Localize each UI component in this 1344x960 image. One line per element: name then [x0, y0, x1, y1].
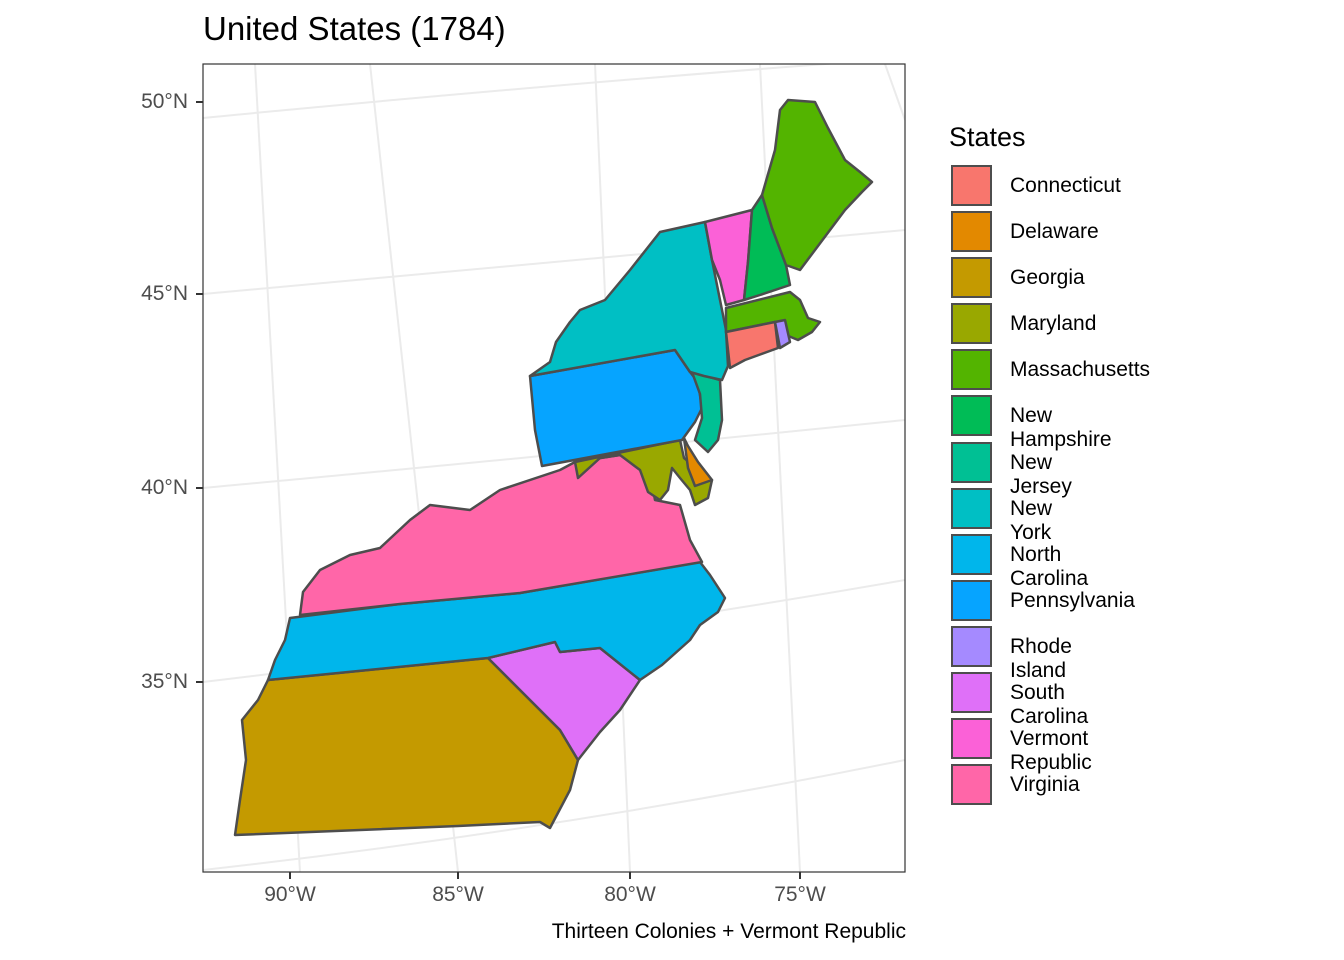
legend-item: New Hampshire — [949, 395, 1112, 451]
legend-label: Maryland — [1010, 312, 1097, 336]
legend-title: States — [949, 122, 1026, 152]
legend: States Connecticut Delaware Georgia Marylan… — [949, 122, 1150, 810]
legend-item: New York — [949, 487, 1052, 544]
legend-key — [951, 487, 992, 529]
latitude-label: 35°N — [141, 670, 188, 693]
legend-item: New Jersey — [949, 441, 1072, 498]
legend-label: South Carolina — [1010, 681, 1089, 729]
legend-key — [951, 441, 992, 483]
legend-key — [951, 211, 992, 253]
state-delaware[interactable] — [682, 436, 714, 488]
legend-key — [951, 533, 992, 575]
legend-label: North Carolina — [1010, 542, 1089, 590]
axis-ticks — [196, 101, 801, 879]
legend-key — [951, 303, 992, 345]
state-rhode-island[interactable] — [773, 318, 792, 350]
legend-key — [951, 579, 992, 621]
legend-item: North Carolina — [949, 533, 1088, 590]
longitude-label: 80°W — [604, 883, 656, 906]
legend-label: Virginia — [1010, 773, 1080, 797]
longitude-label: 90°W — [264, 883, 316, 906]
legend-key — [951, 395, 992, 437]
legend-key — [951, 672, 992, 714]
legend-item: Connecticut — [949, 165, 1121, 211]
legend-label: Massachusetts — [1010, 358, 1151, 382]
legend-label: Delaware — [1010, 220, 1099, 244]
legend-item: Massachusetts — [949, 349, 1150, 395]
legend-label: Connecticut — [1010, 174, 1121, 197]
legend-item: Georgia — [949, 257, 1085, 303]
legend-label: New Jersey — [1010, 450, 1072, 498]
legend-label: Rhode Island — [1010, 634, 1072, 682]
legend-item: Rhode Island — [949, 625, 1072, 682]
legend-key — [951, 165, 992, 206]
legend-item: Delaware — [949, 211, 1099, 257]
legend-key — [951, 349, 992, 391]
state-new-jersey[interactable] — [690, 370, 724, 454]
legend-key — [951, 764, 992, 806]
latitude-label: 40°N — [141, 476, 188, 499]
state-new-york[interactable] — [528, 220, 730, 382]
legend-item: South Carolina — [949, 672, 1088, 728]
legend-items: Connecticut Delaware Georgia Maryland Massac… — [949, 165, 1150, 810]
legend-key — [951, 625, 992, 667]
longitude-label: 85°W — [432, 883, 484, 906]
legend-label: Pennsylvania — [1010, 588, 1135, 612]
legend-label: New York — [1010, 496, 1053, 544]
legend-label: New Hampshire — [1010, 404, 1112, 452]
legend-item: Vermont Republic — [949, 718, 1092, 774]
latitude-label: 50°N — [141, 90, 188, 113]
longitude-label: 75°W — [774, 883, 826, 906]
map-title: United States (1784) — [203, 10, 506, 47]
legend-item: Maryland — [949, 303, 1096, 349]
legend-item: Pennsylvania — [949, 579, 1135, 626]
state-connecticut[interactable] — [724, 320, 780, 370]
legend-key — [951, 257, 992, 299]
legend-key — [951, 718, 992, 760]
legend-item: Virginia — [949, 764, 1080, 810]
state-maine[interactable] — [760, 98, 874, 272]
states-layer — [233, 98, 874, 837]
latitude-label: 45°N — [141, 282, 188, 305]
legend-label: Georgia — [1010, 266, 1085, 290]
legend-label: Vermont Republic — [1010, 727, 1092, 775]
map-caption: Thirteen Colonies + Vermont Republic — [551, 920, 906, 943]
